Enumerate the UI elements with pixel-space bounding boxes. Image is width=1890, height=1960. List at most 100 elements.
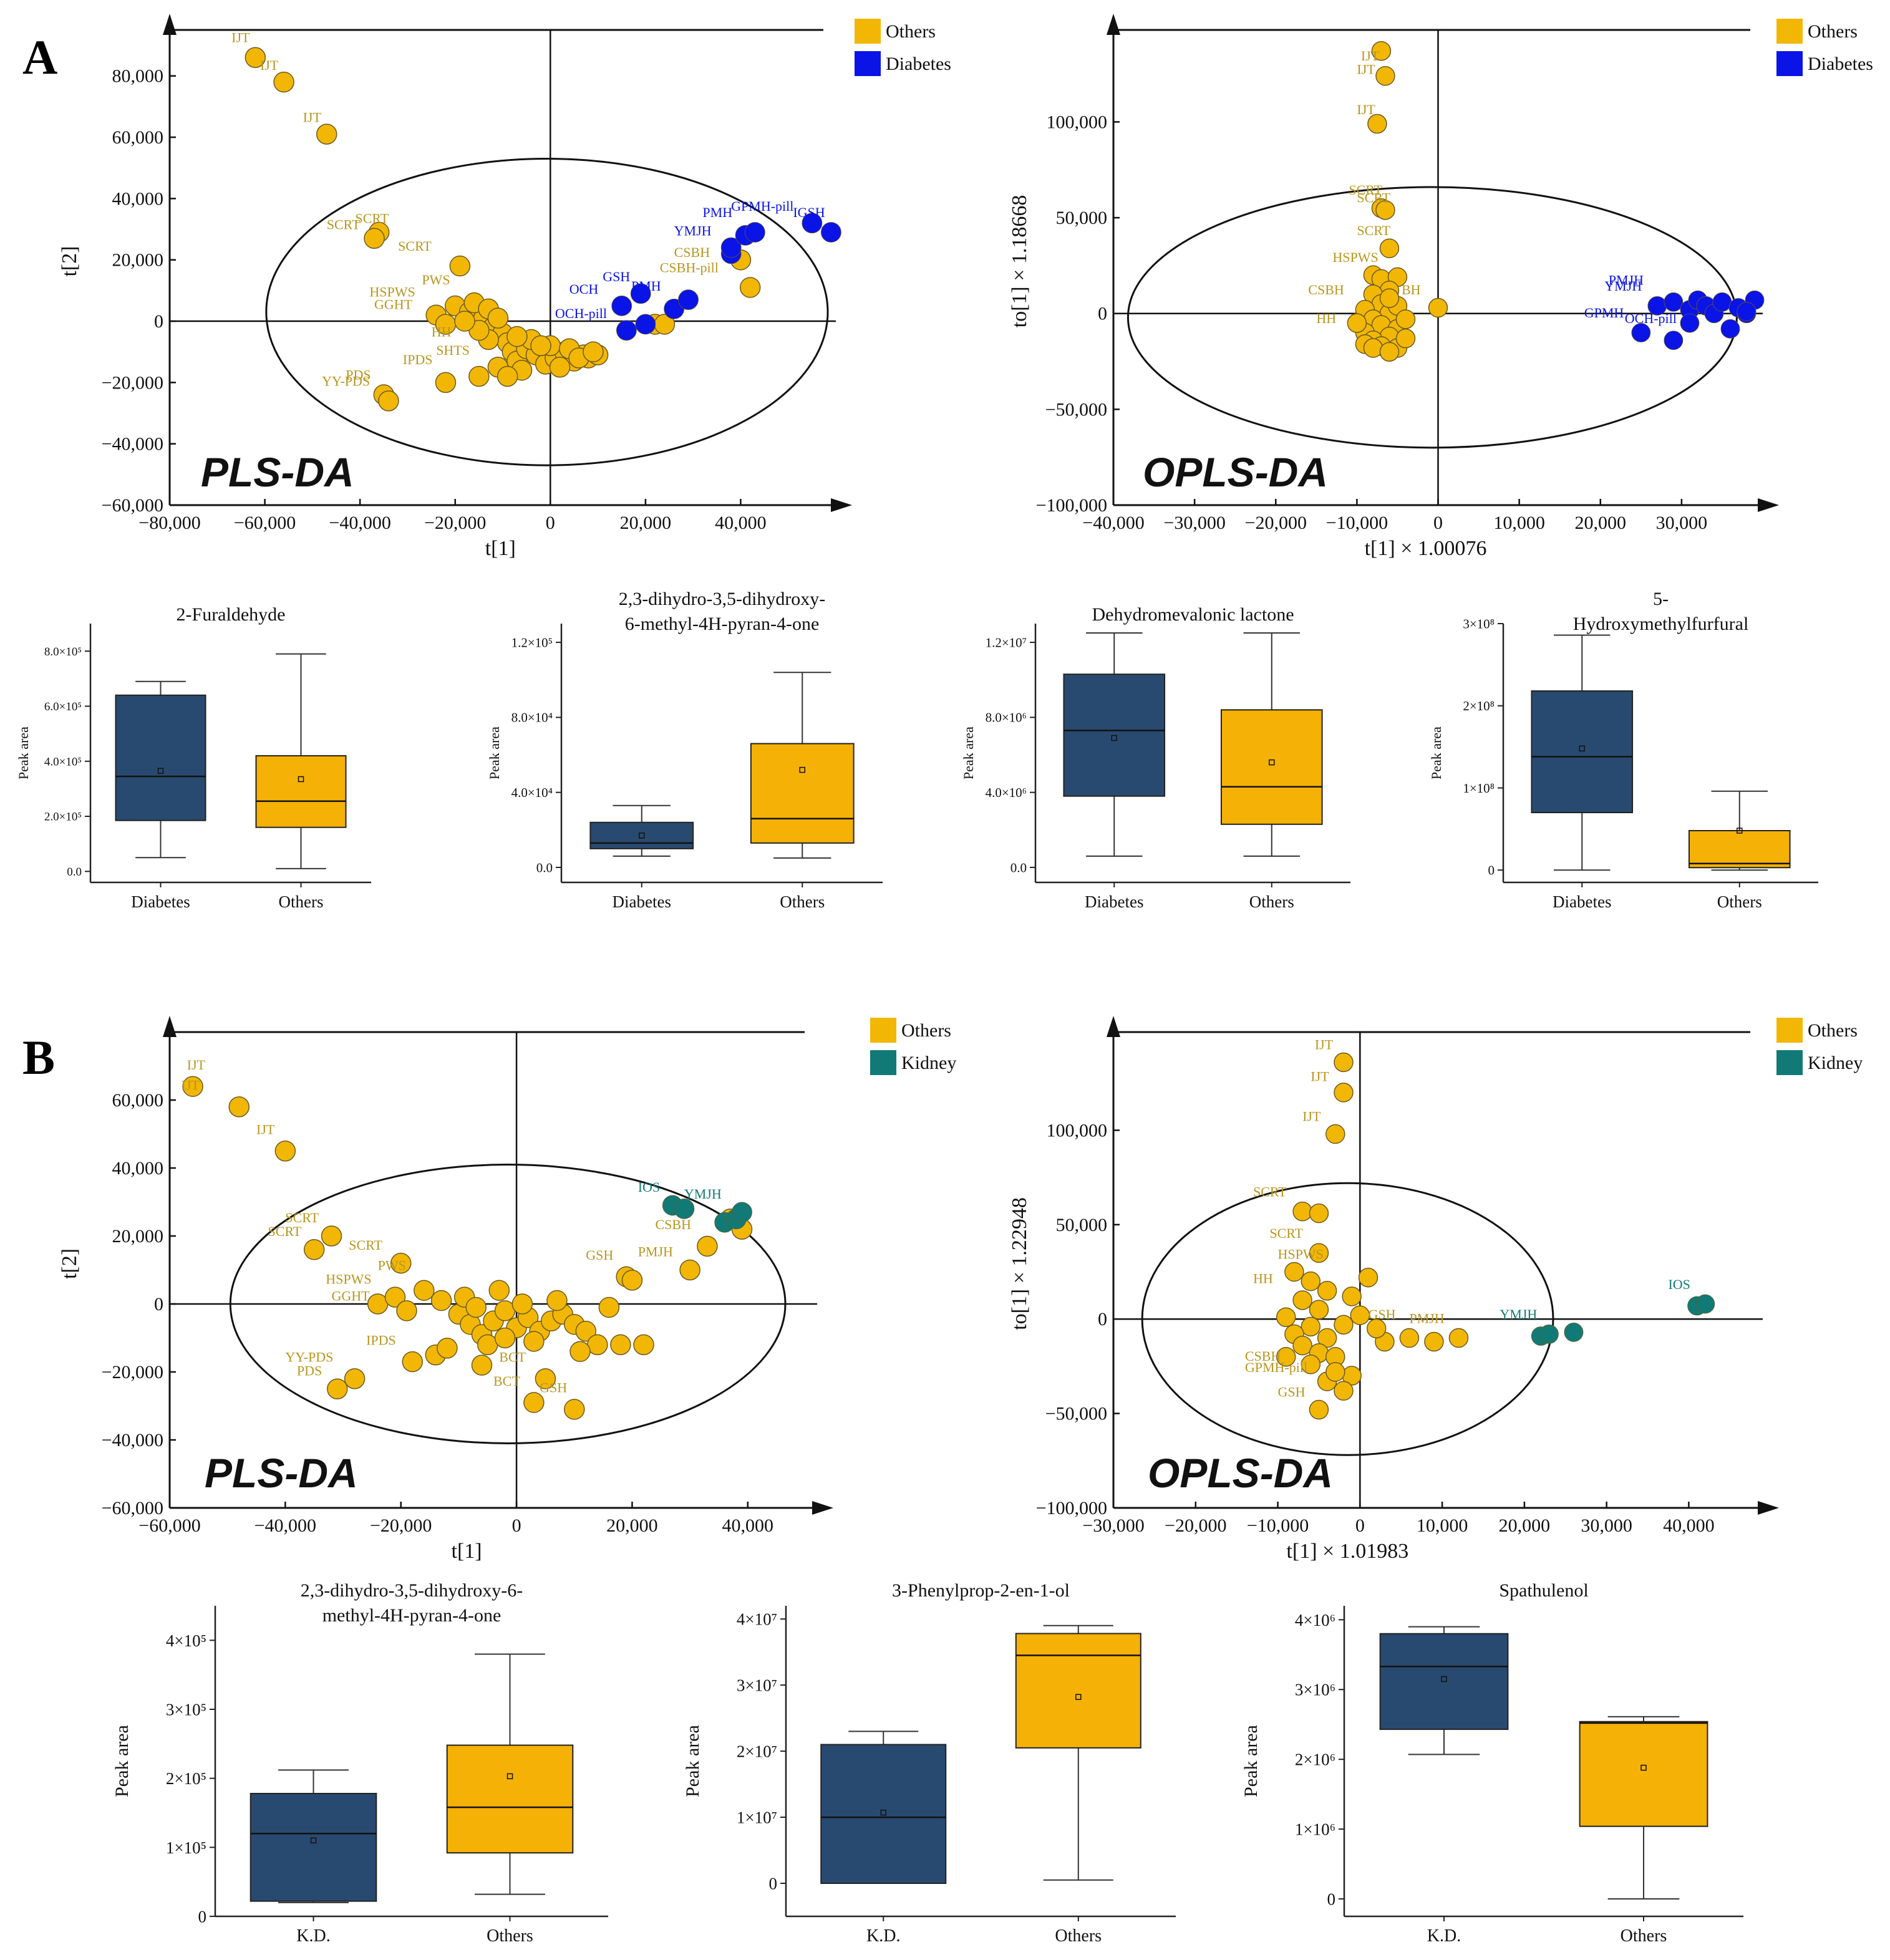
box-chart-B_box2: 3-Phenylprop-2-en-1-ol 0 1×10⁷ 2×10⁷ 3×10⁷ 4×… [682,1580,1176,1946]
category-label: Others [487,1926,533,1946]
y-axis-label: Peak area [1241,1725,1261,1797]
y-tick-label: 4×10⁶ [1295,1611,1335,1629]
iqr-box [750,743,855,844]
y-tick-label: −20,000 [102,1362,163,1383]
data-point [494,1327,516,1349]
point-label: SCRT [1269,1225,1303,1241]
y-axis-label: Peak area [1428,727,1444,780]
data-point [679,1259,700,1281]
confidence-ellipse [265,157,829,466]
x-axis-arrow [831,498,852,512]
data-point [303,1239,325,1260]
method-label: PLS-DA [201,449,354,495]
series-others [1276,1052,1469,1420]
y-tick-label: 1×10⁷ [737,1808,777,1827]
point-label: OCH-pill [1625,311,1677,326]
data-point [327,1378,348,1399]
data-point [802,213,823,234]
category-label: Others [780,892,825,911]
box-diabetes: Diabetes [115,680,206,911]
point-label: HSPWS [1278,1246,1324,1262]
data-point [1292,1290,1312,1310]
box-chart-A_box3: Dehydromevalonic lactone 0.0 4.0×10⁶ 8.0×10… [961,604,1350,911]
data-point [1539,1325,1559,1344]
point-label: PMJH [1409,1310,1444,1326]
y-axis-arrow [1107,14,1120,35]
data-point [511,1293,533,1315]
x-tick-label: −30,000 [1082,1515,1144,1536]
point-label: BH [1402,282,1421,297]
data-point [1276,1347,1296,1367]
point-label: IJT [1302,1108,1321,1124]
series-kidney [1531,1294,1715,1346]
category-label: Diabetes [131,892,190,911]
legend: Others Kidney [870,1018,956,1075]
box-others: Others [446,1653,574,1946]
mean-marker [639,833,645,839]
series-diabetes [611,213,841,341]
x-tick-label: 20,000 [1575,513,1627,533]
x-tick-label: 20,000 [1499,1515,1551,1536]
box-diabetes: Diabetes [589,804,694,911]
data-point [1358,1267,1379,1288]
x-tick-label: −60,000 [138,1515,200,1536]
iqr-box [115,694,206,821]
data-point [245,47,266,68]
y-tick-label: 100,000 [1047,112,1108,132]
point-label: GGHT [374,296,413,312]
y-tick-label: 1×10⁶ [1295,1820,1335,1839]
point-label: CSBH [1245,1348,1281,1364]
data-point [1395,309,1416,329]
y-tick-label: −40,000 [102,1430,163,1451]
y-axis-label: to[1] × 1.18668 [1008,195,1031,328]
point-label: HH [1316,311,1336,326]
confidence-ellipse [1127,186,1738,449]
x-tick-label: −20,000 [424,513,486,533]
y-tick-label: −100,000 [1036,1498,1107,1518]
charts: −80,000 −60,000 −40,000 −20,000 0 20,000 40,00… [16,14,1873,1946]
y-tick-label: 0.0 [1010,860,1027,875]
data-point [390,1252,412,1274]
y-tick-label: 20,000 [112,250,164,271]
point-label: IJT [1357,102,1375,117]
y-tick-label: 0.0 [67,866,82,879]
point-label: YY-PDS [285,1349,333,1365]
category-label: Others [1249,892,1294,911]
point-label: GSH [586,1247,613,1263]
data-point [1292,1335,1312,1356]
point-label: PMJH [638,1244,673,1260]
iqr-box [1220,709,1323,825]
data-point [506,326,528,347]
point-label: GSH [540,1380,567,1396]
y-tick-label: 2×10⁷ [737,1742,777,1761]
point-label: YMJH [674,223,712,238]
x-tick-label: 20,000 [620,513,672,533]
mean-marker [298,776,304,783]
data-point [549,357,571,378]
data-point [437,1338,458,1359]
data-point [611,296,632,316]
y-tick-label: 20,000 [112,1226,164,1247]
data-point [1342,1287,1362,1306]
point-label: IJT [1311,1069,1329,1084]
y-axis-arrow [163,14,177,35]
mean-marker [1075,1694,1082,1700]
y-tick-label: −50,000 [1045,1404,1107,1424]
box-others: Others [1579,1716,1708,1946]
point-label: IJT [231,30,250,46]
data-point [1366,1318,1387,1339]
data-point [535,1368,556,1389]
data-point [523,1392,545,1413]
x-tick-label: −40,000 [254,1515,316,1536]
point-label: PDS [297,1363,322,1378]
data-point [630,283,651,304]
legend: Others Kidney [1776,1018,1863,1075]
legend-swatch [1776,51,1803,76]
point-label: IJT [182,1078,200,1093]
data-point [1301,1316,1321,1337]
data-point [487,307,509,329]
category-label: K.D. [866,1926,900,1946]
point-label: HSPWS [1332,249,1378,265]
data-point [1350,1305,1370,1325]
